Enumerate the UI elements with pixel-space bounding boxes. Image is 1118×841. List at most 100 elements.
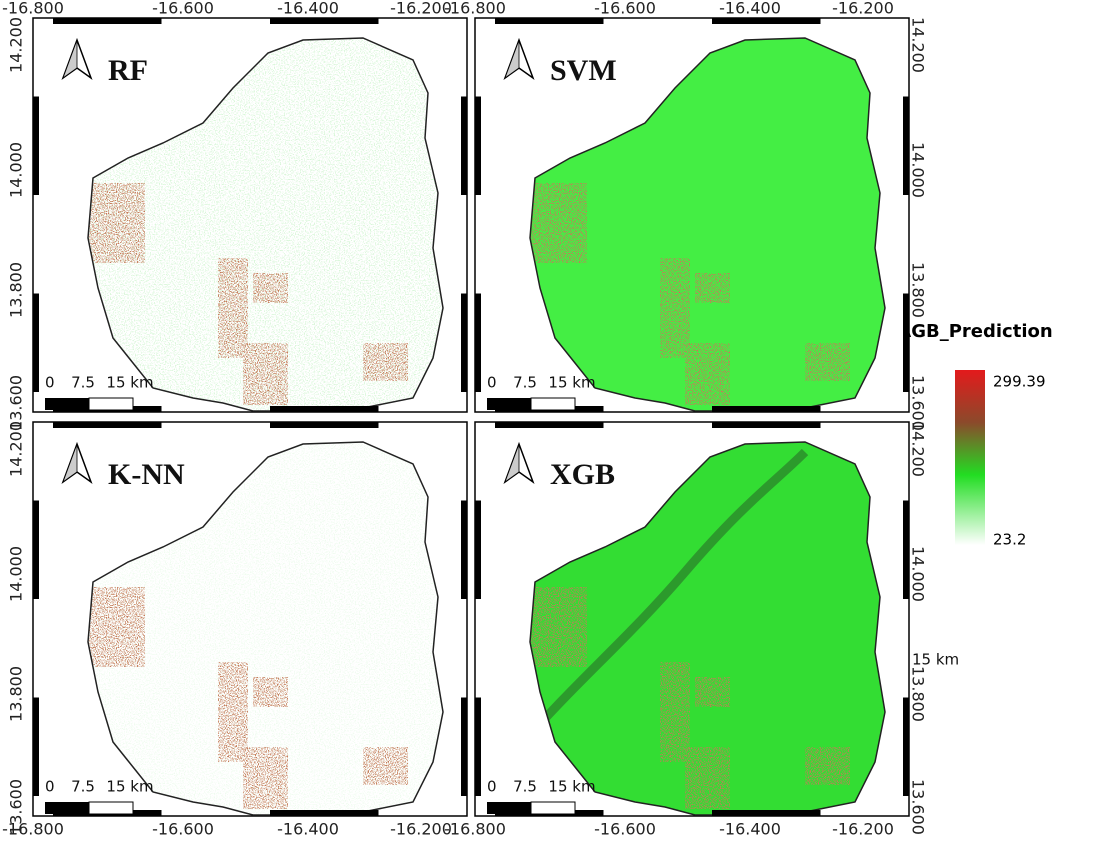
scale-label: 0 — [487, 374, 497, 392]
frame-bar — [475, 294, 481, 393]
frame-bar — [53, 422, 162, 428]
frame-bar — [270, 18, 379, 24]
biomass-patch — [527, 587, 587, 667]
y-tick-label: 13.600 — [7, 779, 26, 835]
y-tick-label: 14.000 — [7, 546, 26, 602]
scale-label: 7.5 — [71, 778, 95, 796]
x-tick-label: -16.600 — [594, 820, 656, 839]
x-tick-label: -16.400 — [719, 0, 781, 18]
x-tick-label: -16.200 — [832, 0, 894, 18]
panel-title: SVM — [550, 54, 617, 87]
x-tick-label: -16.200 — [390, 820, 452, 839]
frame-bar — [461, 501, 467, 600]
legend-ramp — [955, 370, 985, 545]
frame-bar — [475, 698, 481, 797]
biomass-patch — [695, 677, 730, 707]
legend-min: 23.2 — [993, 531, 1026, 549]
biomass-patch — [660, 662, 690, 762]
y-tick-label: 14.000 — [7, 142, 26, 198]
x-tick-label: -16.200 — [390, 0, 452, 18]
x-tick-label: -16.200 — [832, 820, 894, 839]
frame-bar — [712, 406, 821, 412]
biomass-patch — [243, 747, 288, 809]
panel-title: K-NN — [108, 458, 185, 491]
frame-bar — [475, 501, 481, 600]
frame-bar — [33, 501, 39, 600]
x-tick-label: -16.400 — [277, 0, 339, 18]
scale-label: 0 — [487, 778, 497, 796]
y-tick-label: 13.800 — [909, 666, 928, 722]
y-tick-label: 14.200 — [909, 421, 928, 477]
frame-bar — [475, 97, 481, 196]
y-tick-label: 14.000 — [909, 142, 928, 198]
x-tick-label: -16.800 — [444, 820, 506, 839]
biomass-patch — [253, 677, 288, 707]
frame-bar — [903, 294, 909, 393]
frame-bar — [495, 422, 604, 428]
biomass-patch — [218, 258, 248, 358]
biomass-patch — [85, 587, 145, 667]
scale-bar-white — [89, 802, 133, 814]
frame-bar — [712, 18, 821, 24]
scale-label: 15 km — [548, 778, 595, 796]
y-tick-label: 13.800 — [909, 262, 928, 318]
scale-bar-black — [487, 398, 531, 410]
frame-bar — [461, 97, 467, 196]
map-panel: K-NN 0 7.5 15 km — [33, 422, 467, 816]
frame-bar — [270, 406, 379, 412]
y-tick-label: 14.200 — [7, 421, 26, 477]
map-panel: XGB 0 7.5 15 km — [475, 422, 909, 816]
scale-label: 7.5 — [71, 374, 95, 392]
frame-bar — [33, 294, 39, 393]
biomass-patch — [660, 258, 690, 358]
scale-label: 15 km — [548, 374, 595, 392]
biomass-patch — [527, 183, 587, 263]
figure: AGB_Prediction 299.39 23.2 RF07.515 km-1… — [0, 0, 1118, 841]
legend-title: AGB_Prediction — [897, 321, 1052, 342]
x-tick-label: -16.600 — [594, 0, 656, 18]
frame-bar — [270, 422, 379, 428]
scale-label: 15 km — [106, 778, 153, 796]
panel-title: XGB — [550, 458, 615, 491]
y-tick-label: 14.200 — [909, 17, 928, 73]
biomass-patch — [695, 273, 730, 303]
biomass-patch — [363, 747, 408, 785]
frame-bar — [33, 97, 39, 196]
scale-bar-black — [45, 802, 89, 814]
y-tick-label: 13.600 — [909, 779, 928, 835]
scale-bar-white — [531, 802, 575, 814]
frame-bar — [903, 501, 909, 600]
map-panel: SVM 0 7.5 15 km — [475, 18, 909, 412]
frame-bar — [461, 294, 467, 393]
biomass-patch — [805, 343, 850, 381]
y-tick-label: 14.200 — [7, 17, 26, 73]
scale-label: 7.5 — [513, 778, 537, 796]
panel-title: RF — [108, 54, 148, 87]
x-tick-label: -16.400 — [277, 820, 339, 839]
biomass-patch — [85, 183, 145, 263]
scale-bar-black — [45, 398, 89, 410]
frame-bar — [903, 698, 909, 797]
frame-bar — [270, 810, 379, 816]
frame-bar — [495, 18, 604, 24]
scale-label: 7.5 — [513, 374, 537, 392]
scale-bar-black — [487, 802, 531, 814]
y-tick-label: 14.000 — [909, 546, 928, 602]
scale-label: 0 — [45, 778, 55, 796]
frame-bar — [712, 422, 821, 428]
y-tick-label: 13.800 — [7, 666, 26, 722]
frame-bar — [712, 810, 821, 816]
biomass-patch — [243, 343, 288, 405]
scale-bar-white — [89, 398, 133, 410]
frame-bar — [461, 698, 467, 797]
stray-scale-label: 15 km — [912, 651, 959, 669]
biomass-patch — [253, 273, 288, 303]
x-tick-label: -16.800 — [444, 0, 506, 18]
x-tick-label: -16.800 — [2, 0, 64, 18]
y-tick-label: 13.800 — [7, 262, 26, 318]
biomass-patch — [363, 343, 408, 381]
biomass-patch — [805, 747, 850, 785]
biomass-patch — [218, 662, 248, 762]
x-tick-label: -16.600 — [152, 0, 214, 18]
